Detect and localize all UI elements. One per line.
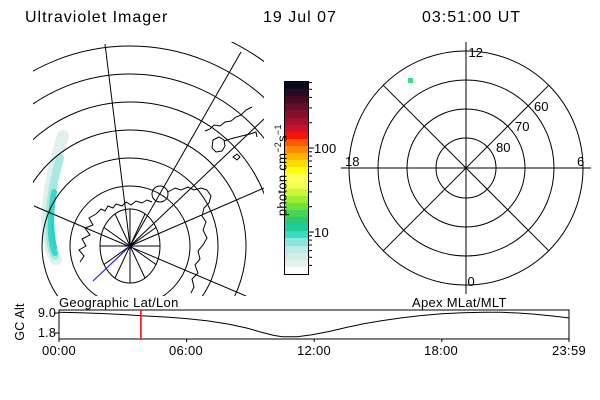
orbit-track-line [92, 245, 131, 282]
xtick-1200: 12:00 [296, 343, 332, 358]
colorbar-band [285, 124, 308, 132]
colorbar-band [285, 252, 308, 260]
colorbar-band [285, 174, 308, 182]
colorbar-ticks [308, 82, 314, 266]
gc-alt-strip-chart [54, 309, 570, 342]
mlat-label-80: 80 [496, 140, 510, 155]
polar-caption: Apex MLat/MLT [412, 295, 507, 310]
colorbar-band [285, 238, 308, 246]
gc-alt-curve [58, 311, 569, 338]
colorbar-band [285, 224, 308, 232]
colorbar-band [285, 160, 308, 168]
ytick-1-8: 1.8 [38, 326, 56, 340]
colorbar-band [285, 231, 308, 239]
colorbar-band [285, 245, 308, 253]
colorbar-band [285, 153, 308, 161]
unit-exp-2: −1 [273, 124, 283, 136]
coastline-south-america [204, 106, 258, 161]
mlt-label-0: 0 [468, 274, 475, 289]
unit-prefix: photon cm [274, 152, 290, 217]
colorbar-band [285, 131, 308, 139]
unit-mid: s [274, 135, 290, 142]
colorbar-band [285, 110, 308, 118]
mlt-label-18: 18 [345, 154, 359, 169]
pole-spokes [100, 209, 160, 283]
xtick-0000: 00:00 [41, 343, 77, 358]
time-label: 03:51:00 UT [422, 9, 522, 26]
ytick-9: 9.0 [38, 306, 56, 320]
apex-polar-grid: 12 18 6 0 60 70 80 [341, 42, 591, 294]
colorbar-tick-100: 100 [314, 141, 337, 156]
xtick-1800: 18:00 [423, 343, 459, 358]
date-label: 19 Jul 07 [263, 9, 337, 26]
instrument-title: Ultraviolet Imager [25, 9, 169, 26]
colorbar-band [285, 259, 308, 267]
colorbar-band [285, 145, 308, 154]
x-axis-ticks [58, 339, 570, 342]
geographic-map [33, 42, 264, 296]
colorbar-band [285, 96, 308, 104]
colorbar-band [285, 195, 308, 203]
status-col-mode: Mode: Normal Dsp: −4.2 [213, 360, 297, 400]
colorbar-band [285, 188, 308, 196]
colorbar-unit-label: photon cm−2s−1 [258, 93, 289, 263]
status-col-glat: GLat: −70.4 GLon: 249.5 [427, 360, 501, 400]
colorbar-band [285, 167, 308, 175]
map-caption: Geographic Lat/Lon [59, 295, 179, 310]
mlt-label-6: 6 [577, 154, 584, 169]
strip-chart-ylabel: GC Alt [13, 303, 27, 341]
colorbar-band [285, 103, 308, 111]
colorbar-band [285, 209, 308, 218]
colorbar-band [285, 217, 308, 225]
status-col-flt: Flt: LBHL IP: 36.0 [7, 360, 63, 400]
aurora-arc [40, 130, 69, 265]
colorbar-band [285, 82, 308, 90]
colorbar-tick-10: 10 [314, 225, 330, 240]
xtick-0600: 06:00 [168, 343, 204, 358]
mlt-label-12: 12 [469, 45, 483, 60]
colorbar-band [285, 138, 308, 146]
colorbar-band [285, 266, 308, 274]
xtick-2359: 23:59 [551, 343, 587, 358]
status-col-door: Door: Open Gain: 14 [110, 360, 179, 400]
colorbar-band [285, 117, 308, 125]
colorbar-band [285, 181, 308, 189]
mlt-spokes [341, 42, 591, 294]
status-col-gcalt: GC Alt: 8.1 Re Seq: 39 [317, 360, 403, 400]
meridian-lines [33, 43, 264, 296]
auroral-emission-dot [408, 78, 413, 83]
colorbar [284, 81, 309, 275]
mlat-label-70: 70 [515, 119, 529, 134]
colorbar-band [285, 202, 308, 210]
mlat-label-60: 60 [534, 99, 548, 114]
unit-exp-1: −2 [273, 141, 283, 153]
colorbar-band [285, 89, 308, 97]
coastline-antarctica [78, 185, 212, 294]
